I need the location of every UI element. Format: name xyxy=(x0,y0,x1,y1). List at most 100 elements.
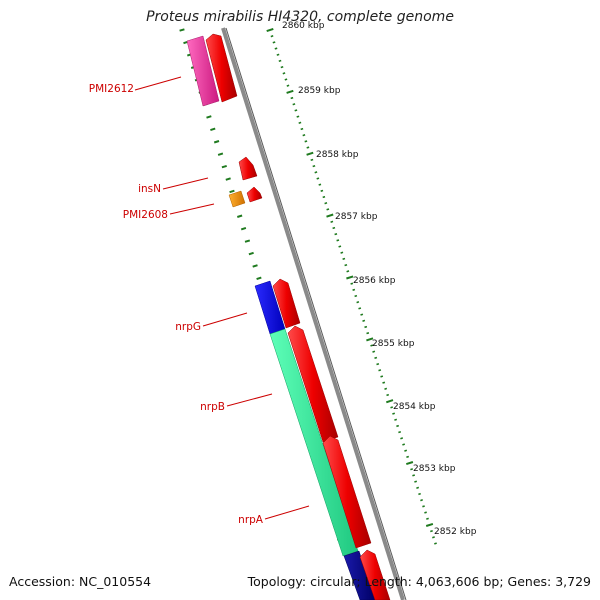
outer-tick-ruler xyxy=(266,27,437,545)
minor-tick xyxy=(426,517,429,520)
major-tick xyxy=(206,115,212,119)
minor-tick xyxy=(344,263,348,267)
gene-label-insn: insN xyxy=(138,183,161,195)
genome-backbone xyxy=(221,27,405,600)
minor-tick xyxy=(376,362,380,366)
minor-tick xyxy=(396,424,400,428)
gene-red-arrow-nrpg xyxy=(272,278,301,329)
major-tick xyxy=(210,127,216,132)
minor-tick xyxy=(424,511,427,514)
minor-tick xyxy=(402,443,406,446)
minor-tick xyxy=(274,47,278,50)
minor-tick xyxy=(360,313,364,316)
minor-tick xyxy=(322,195,326,199)
minor-tick xyxy=(336,239,340,242)
major-tick xyxy=(385,399,394,404)
minor-tick xyxy=(304,140,308,143)
gene-red-arrow-nrpa xyxy=(322,435,372,549)
gene-red-arrow-1 xyxy=(205,33,238,103)
minor-tick xyxy=(312,164,316,168)
gene-red-arrow-small xyxy=(246,186,263,203)
minor-tick xyxy=(374,356,378,360)
leader-pmi2612 xyxy=(134,76,182,91)
minor-tick xyxy=(412,474,416,477)
minor-tick xyxy=(324,202,328,205)
map-title: Proteus mirabilis HI4320, complete genom… xyxy=(146,9,454,25)
leader-nrpb xyxy=(226,393,273,407)
minor-tick xyxy=(270,35,274,38)
minor-tick xyxy=(392,412,396,415)
gene-red-arrow-insn xyxy=(238,156,258,181)
minor-tick xyxy=(340,251,344,254)
minor-tick xyxy=(310,158,314,162)
minor-tick xyxy=(382,381,386,384)
major-tick xyxy=(248,251,254,256)
minor-tick xyxy=(338,245,342,248)
minor-tick xyxy=(414,480,418,483)
gene-navy-block xyxy=(343,550,376,600)
major-tick xyxy=(240,226,247,231)
leader-nrpg xyxy=(202,312,248,327)
minor-tick xyxy=(314,171,318,174)
minor-tick xyxy=(390,406,394,409)
minor-tick xyxy=(292,103,296,106)
minor-tick xyxy=(276,53,280,56)
minor-tick xyxy=(320,189,324,192)
minor-tick xyxy=(326,208,330,211)
tick-label: 2857 kbp xyxy=(335,212,378,222)
minor-tick xyxy=(302,134,306,137)
minor-tick xyxy=(318,183,322,186)
gene-nrpb-nrpa-block xyxy=(269,328,359,557)
major-tick xyxy=(244,239,251,243)
major-tick xyxy=(256,276,262,281)
minor-tick xyxy=(406,455,410,459)
major-tick xyxy=(326,213,334,218)
tick-label: 2856 kbp xyxy=(353,276,396,286)
gene-red-arrow-nrpb xyxy=(287,325,339,443)
major-tick xyxy=(266,27,274,33)
major-tick xyxy=(286,89,294,94)
gene-label-nrpg: nrpG xyxy=(175,321,201,333)
minor-tick xyxy=(354,294,358,298)
gene-label-pmi2608: PMI2608 xyxy=(123,209,168,221)
minor-tick xyxy=(280,65,284,69)
major-tick xyxy=(366,337,374,342)
major-tick xyxy=(221,164,227,169)
major-tick xyxy=(213,140,220,144)
minor-tick xyxy=(416,486,420,489)
accession-text: Accession: NC_010554 xyxy=(9,574,152,589)
genome-backbone-shadow xyxy=(225,27,407,600)
minor-tick xyxy=(286,84,290,87)
minor-tick xyxy=(300,127,304,131)
minor-tick xyxy=(378,369,382,372)
minor-tick xyxy=(316,177,320,180)
minor-tick xyxy=(400,437,404,440)
major-tick xyxy=(252,264,258,268)
minor-tick xyxy=(278,59,282,63)
minor-tick xyxy=(282,72,286,75)
major-tick xyxy=(237,214,243,218)
major-tick xyxy=(229,189,235,194)
minor-tick xyxy=(352,288,356,291)
leader-pmi2608 xyxy=(169,203,215,215)
major-tick xyxy=(346,275,354,280)
tick-label: 2859 kbp xyxy=(298,86,341,96)
tick-label: 2855 kbp xyxy=(372,339,415,349)
minor-tick xyxy=(294,109,298,112)
minor-tick xyxy=(298,121,302,124)
tick-label: 2860 kbp xyxy=(282,21,325,31)
minor-tick xyxy=(342,257,346,261)
tick-label: 2852 kbp xyxy=(434,527,477,537)
major-tick xyxy=(306,151,314,156)
minor-tick xyxy=(356,301,360,304)
minor-tick xyxy=(330,220,334,223)
major-tick xyxy=(425,522,434,527)
major-tick xyxy=(179,28,185,32)
major-tick xyxy=(217,152,224,156)
tick-label: 2858 kbp xyxy=(316,150,359,160)
gene-red-arrow-last xyxy=(359,549,391,600)
minor-tick xyxy=(370,344,374,347)
tick-label: 2854 kbp xyxy=(393,402,436,412)
minor-tick xyxy=(404,449,408,452)
